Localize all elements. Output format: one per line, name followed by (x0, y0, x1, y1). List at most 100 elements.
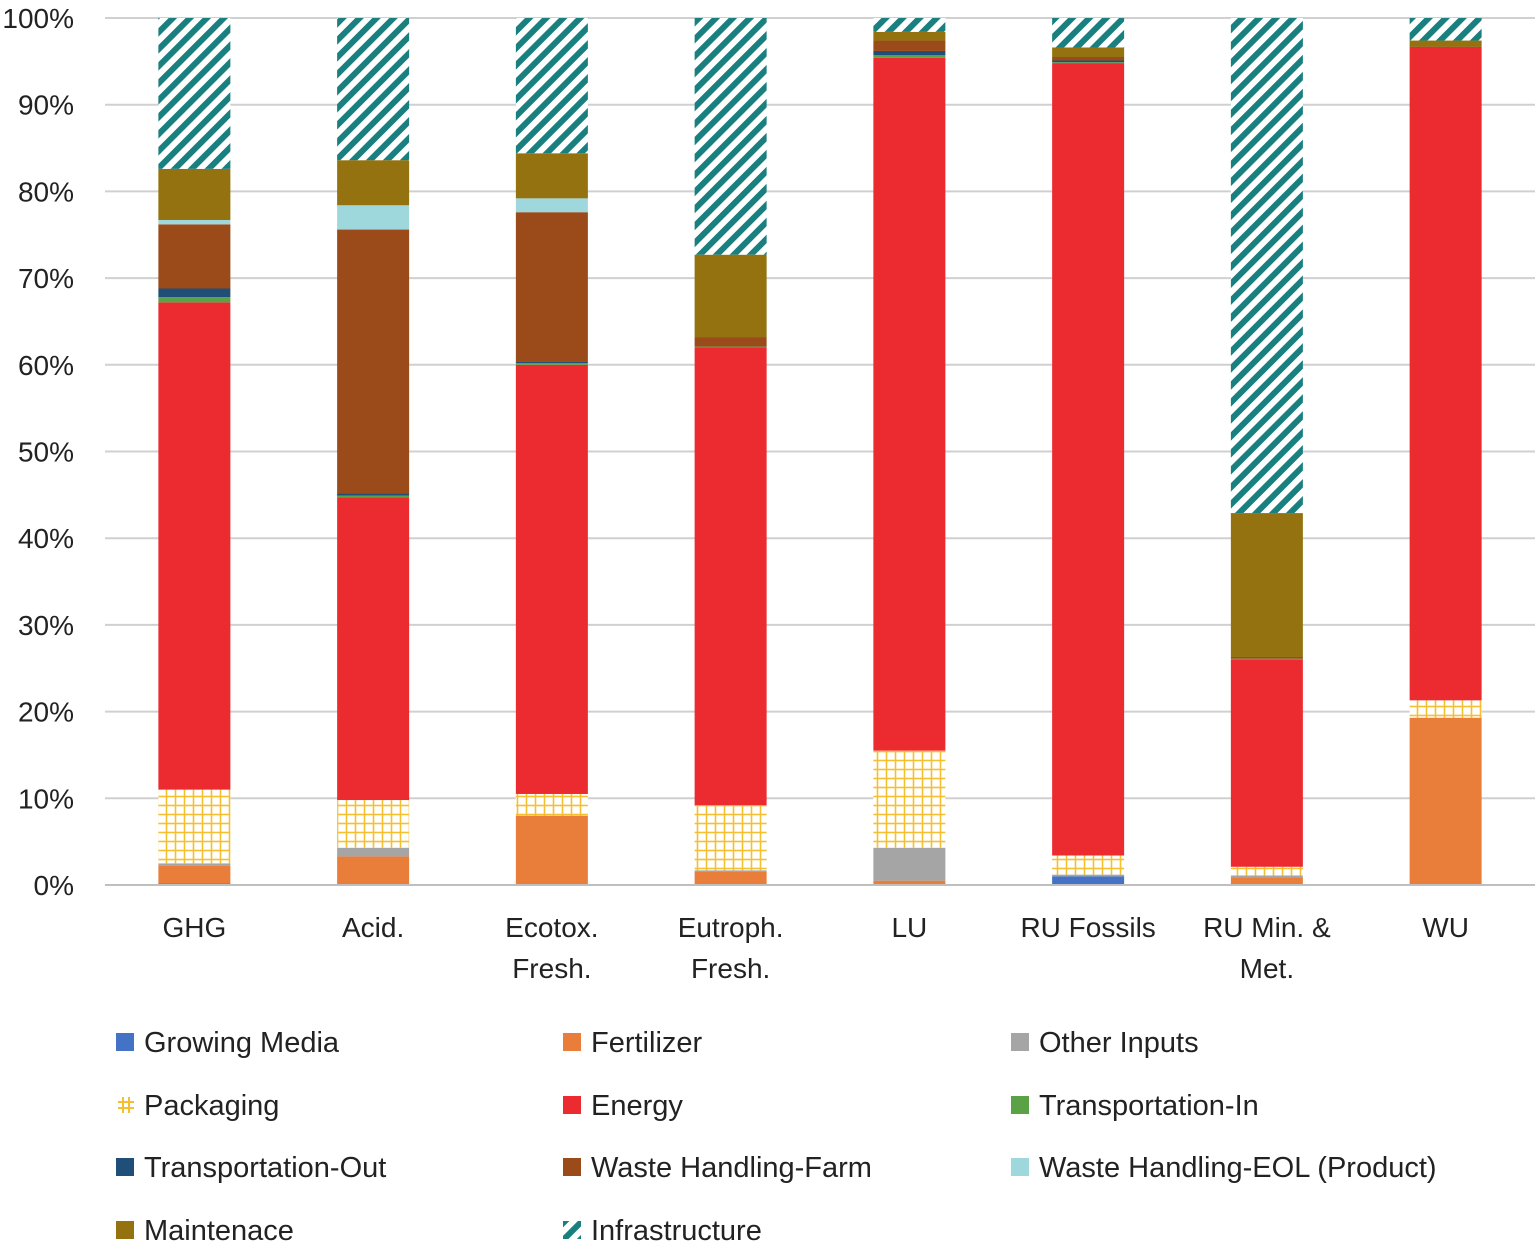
bar-segment (1052, 855, 1125, 875)
bar-segment (1230, 656, 1303, 659)
gridlines (105, 17, 1535, 800)
bar-segment (1409, 46, 1482, 48)
bar-segment (337, 493, 410, 496)
legend-swatch (563, 1221, 581, 1239)
x-category-label: Eutroph. (678, 912, 784, 943)
bar-segment (158, 220, 231, 225)
bar-stack (1409, 18, 1482, 885)
bar-segment (1230, 877, 1303, 885)
bar-segment (337, 800, 410, 848)
bar-segment (515, 815, 588, 885)
bar-segment (694, 871, 767, 885)
bar-segment (1230, 875, 1303, 878)
legend-item: Energy (563, 1090, 683, 1122)
bar-segment (1052, 60, 1125, 63)
x-axis-categories: GHG Acid. Ecotox. Fresh. Eutroph. Fresh. LU RU … (162, 912, 1468, 984)
x-category-label: LU (891, 912, 927, 943)
x-category-label: GHG (162, 912, 226, 943)
legend-item: Waste Handling-EOL (Product) (1011, 1152, 1437, 1184)
legend-label: Maintenace (144, 1215, 294, 1247)
legend-item: Maintenace (116, 1215, 294, 1247)
bar-stack (515, 18, 588, 885)
bar-segment (1409, 700, 1482, 718)
bar-segment (1230, 658, 1303, 660)
bar-stack (873, 18, 946, 885)
legend-label: Other Inputs (1039, 1027, 1199, 1059)
legend-swatch (1011, 1033, 1029, 1051)
bar-stack (158, 18, 231, 885)
y-tick-label: 70% (18, 263, 74, 294)
bar-segment (873, 750, 946, 848)
bar-segment (1052, 18, 1125, 48)
y-tick-label: 30% (18, 610, 74, 641)
bar-segment (1052, 874, 1125, 877)
bar-segment (337, 856, 410, 885)
bar-segment (873, 18, 946, 32)
legend-item: Growing Media (116, 1027, 340, 1059)
legend-item: Transportation-In (1011, 1090, 1259, 1122)
legend: Growing Media Fertilizer Other Inputs Packa… (116, 1027, 1437, 1247)
y-tick-label: 80% (18, 176, 74, 207)
bar-segment (1230, 513, 1303, 657)
bar-segment (337, 18, 410, 161)
bar-segment (158, 302, 231, 790)
x-category-label: Fresh. (691, 953, 770, 984)
legend-label: Growing Media (144, 1027, 340, 1059)
legend-item: Waste Handling-Farm (563, 1152, 872, 1184)
bar-segment (158, 297, 231, 303)
legend-swatch (116, 1158, 134, 1176)
bar-segment (1409, 717, 1482, 885)
bar-segment (694, 805, 767, 871)
bar-segment (337, 495, 410, 498)
y-axis-ticks: 0% 10% 20% 30% 40% 50% 60% 70% 80% 90% 100% (2, 3, 74, 901)
y-tick-label: 60% (18, 350, 74, 381)
bar-segment (337, 160, 410, 206)
bar-segment (515, 18, 588, 154)
bar-segment (873, 55, 946, 58)
legend-item: Infrastructure (563, 1215, 762, 1247)
bar-segment (873, 847, 946, 881)
bar-stack (1052, 18, 1125, 885)
legend-label: Infrastructure (591, 1215, 762, 1247)
bar-segment (515, 153, 588, 199)
legend-swatch (116, 1033, 134, 1051)
x-category-label: Fresh. (512, 953, 591, 984)
y-tick-label: 0% (34, 870, 74, 901)
bar-segment (1230, 866, 1303, 876)
x-category-label: Ecotox. (505, 912, 598, 943)
bar-segment (1409, 47, 1482, 701)
bar-segment (158, 865, 231, 884)
legend-swatch (563, 1033, 581, 1051)
legend-item: Transportation-Out (116, 1152, 386, 1184)
legend-label: Transportation-In (1039, 1090, 1259, 1122)
legend-label: Waste Handling-EOL (Product) (1039, 1152, 1437, 1184)
legend-label: Fertilizer (591, 1027, 703, 1059)
legend-item: Packaging (118, 1090, 279, 1122)
bar-stack (1230, 18, 1303, 885)
legend-swatch (1011, 1158, 1029, 1176)
bar-segment (158, 224, 231, 289)
legend-swatch (563, 1158, 581, 1176)
bar-segment (1052, 63, 1125, 856)
bar-segment (694, 347, 767, 806)
x-category-label: RU Fossils (1020, 912, 1155, 943)
bar-segment (158, 288, 231, 298)
bar-segment (694, 254, 767, 338)
bar-segment (337, 497, 410, 801)
y-tick-label: 50% (18, 437, 74, 468)
legend-swatch (563, 1096, 581, 1114)
bar-segment (1052, 62, 1125, 64)
legend-swatch (116, 1221, 134, 1239)
bar-segment (873, 31, 946, 41)
bar-segment (337, 847, 410, 857)
bar-stack (337, 18, 410, 885)
y-tick-label: 10% (18, 783, 74, 814)
bar-segment (694, 18, 767, 255)
legend-label: Energy (591, 1090, 683, 1122)
bar-segment (694, 346, 767, 348)
x-category-label: RU Min. & (1203, 912, 1331, 943)
legend-label: Waste Handling-Farm (591, 1152, 872, 1184)
bar-segment (1230, 18, 1303, 514)
bar-segment (515, 364, 588, 794)
